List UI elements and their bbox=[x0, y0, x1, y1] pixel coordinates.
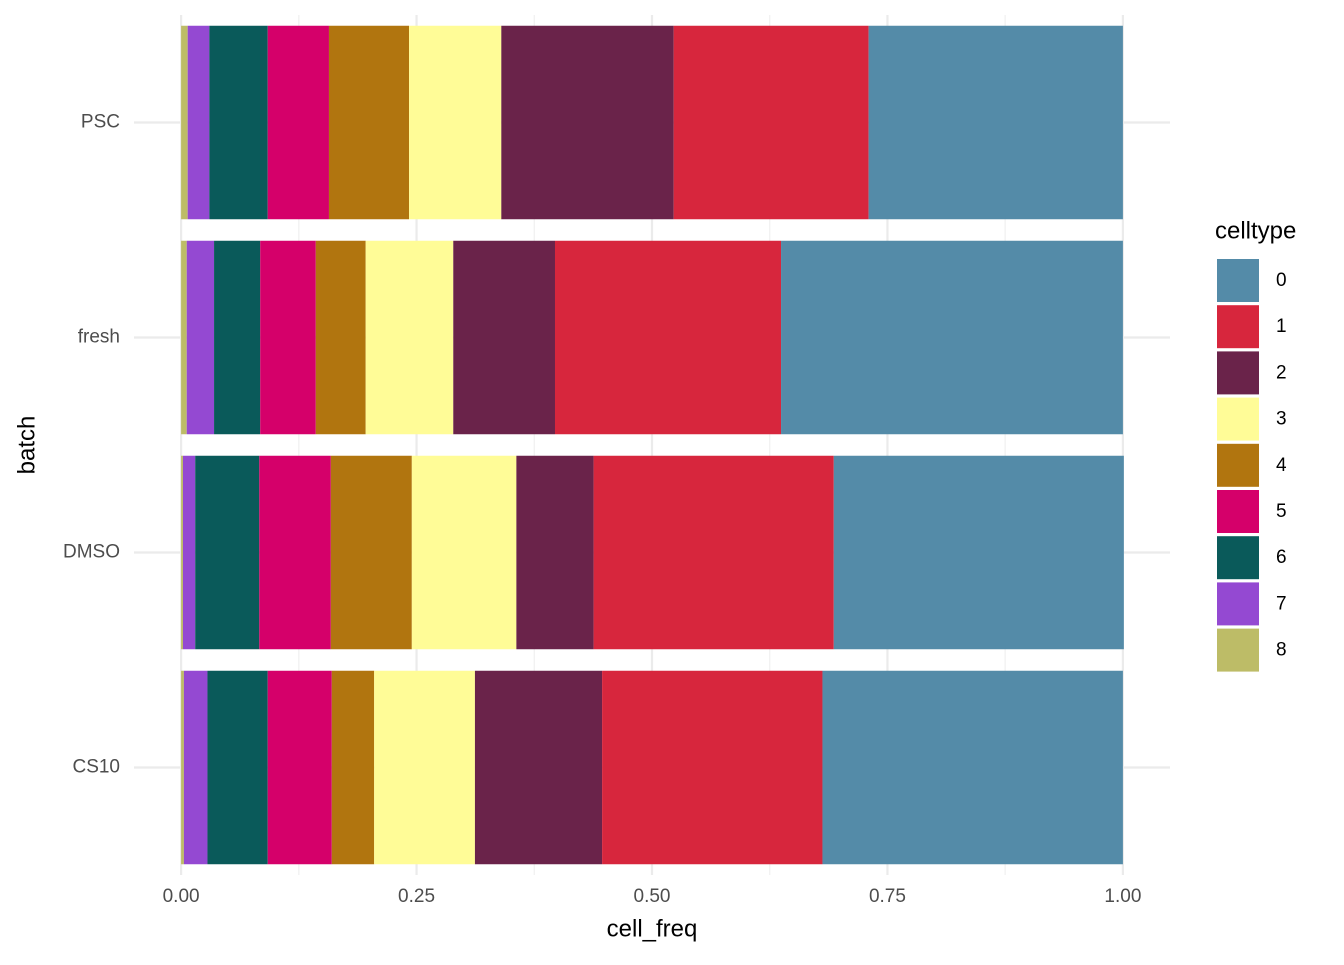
y-tick-label: DMSO bbox=[63, 542, 120, 563]
bar-segment bbox=[593, 455, 834, 650]
bar-segment bbox=[259, 455, 331, 650]
x-tick-label: 0.25 bbox=[398, 886, 435, 907]
bar-segment bbox=[781, 240, 1123, 435]
y-axis-title: batch bbox=[13, 416, 40, 475]
bar-segment bbox=[181, 25, 188, 220]
bar-segment bbox=[833, 455, 1124, 650]
legend-label: 0 bbox=[1276, 270, 1287, 291]
bar-segment bbox=[474, 670, 603, 865]
bar-segment bbox=[187, 25, 210, 220]
bar-segment bbox=[868, 25, 1123, 220]
bar-segment bbox=[453, 240, 555, 435]
y-tick-label: CS10 bbox=[72, 757, 120, 778]
bar-segment bbox=[182, 455, 196, 650]
x-tick-label: 0.50 bbox=[634, 886, 671, 907]
legend-key bbox=[1217, 536, 1259, 580]
bar-segment bbox=[330, 455, 412, 650]
legend-label: 6 bbox=[1276, 547, 1287, 568]
bar-segment bbox=[409, 25, 502, 220]
legend-label: 2 bbox=[1276, 362, 1287, 383]
bar-segment bbox=[260, 240, 316, 435]
bar-segment bbox=[516, 455, 594, 650]
legend-key bbox=[1217, 490, 1259, 533]
bar-segment bbox=[181, 670, 184, 865]
bar-segment bbox=[214, 240, 261, 435]
x-tick-label: 0.00 bbox=[163, 886, 200, 907]
legend-key bbox=[1217, 397, 1259, 441]
legend-label: 1 bbox=[1276, 316, 1287, 337]
bar-segment bbox=[183, 670, 208, 865]
legend-label: 3 bbox=[1276, 409, 1287, 430]
bar-segment bbox=[267, 25, 329, 220]
bar-segment bbox=[267, 670, 332, 865]
legend-key bbox=[1217, 305, 1259, 349]
x-axis-title: cell_freq bbox=[607, 915, 698, 942]
bar-segment bbox=[195, 455, 260, 650]
bar-segment bbox=[186, 240, 215, 435]
bar-segment bbox=[554, 240, 782, 435]
legend-key bbox=[1217, 259, 1259, 302]
bar-segment bbox=[822, 670, 1123, 865]
bar-segment bbox=[501, 25, 674, 220]
legend-label: 8 bbox=[1276, 640, 1287, 661]
legend-key bbox=[1217, 443, 1259, 487]
bar-segment bbox=[207, 670, 268, 865]
legend-label: 5 bbox=[1276, 501, 1287, 522]
bar-segment bbox=[374, 670, 475, 865]
legend-label: 4 bbox=[1276, 455, 1287, 476]
bar-segment bbox=[315, 240, 366, 435]
legend-key bbox=[1217, 628, 1259, 672]
bar-segment bbox=[411, 455, 517, 650]
x-tick-label: 0.75 bbox=[869, 886, 906, 907]
bar-segment bbox=[328, 25, 410, 220]
x-tick-label: 1.00 bbox=[1104, 886, 1141, 907]
legend-label: 7 bbox=[1276, 593, 1287, 614]
legend-title: celltype bbox=[1215, 217, 1296, 244]
bar-segment bbox=[673, 25, 869, 220]
bar-segment bbox=[331, 670, 375, 865]
y-tick-label: PSC bbox=[81, 112, 120, 133]
legend-key bbox=[1217, 351, 1259, 395]
bar-segment bbox=[365, 240, 454, 435]
bar-segment bbox=[181, 455, 183, 650]
y-tick-label: fresh bbox=[78, 327, 120, 348]
legend-key bbox=[1217, 582, 1259, 626]
bar-segment bbox=[602, 670, 823, 865]
bar-segment bbox=[209, 25, 268, 220]
bar-segment bbox=[181, 240, 187, 435]
